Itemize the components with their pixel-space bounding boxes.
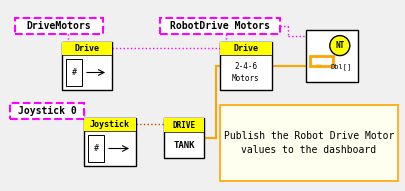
Text: Drive: Drive — [234, 44, 258, 53]
Text: ✏: ✏ — [315, 59, 323, 72]
Bar — [310, 56, 333, 66]
Bar — [62, 42, 112, 90]
Bar — [62, 42, 112, 55]
Bar — [84, 118, 136, 131]
Text: DriveMotors: DriveMotors — [27, 21, 91, 31]
Bar — [220, 42, 272, 90]
Text: DRIVE: DRIVE — [173, 121, 196, 129]
Text: Joystick 0: Joystick 0 — [18, 106, 77, 116]
Text: TANK: TANK — [173, 141, 195, 150]
Bar — [88, 135, 104, 162]
Bar — [10, 103, 84, 119]
Circle shape — [330, 36, 350, 56]
Bar — [306, 30, 358, 82]
Bar — [66, 59, 82, 86]
Text: Publish the Robot Drive Motor
values to the dashboard: Publish the Robot Drive Motor values to … — [224, 131, 394, 155]
Text: RobotDrive Motors: RobotDrive Motors — [170, 21, 270, 31]
Text: #: # — [94, 144, 98, 153]
Text: 2-4-6: 2-4-6 — [234, 62, 258, 71]
Text: NT: NT — [335, 41, 344, 50]
Bar — [164, 118, 204, 132]
Text: Motors: Motors — [232, 74, 260, 83]
Bar — [84, 118, 136, 166]
Text: #: # — [72, 68, 77, 77]
Bar — [220, 105, 398, 181]
Text: Dbl[]: Dbl[] — [331, 63, 352, 70]
Text: Drive: Drive — [75, 44, 100, 53]
Bar — [164, 118, 204, 158]
Bar — [220, 42, 272, 55]
Text: Joystick: Joystick — [90, 120, 130, 129]
Bar — [15, 18, 103, 34]
Bar — [160, 18, 280, 34]
